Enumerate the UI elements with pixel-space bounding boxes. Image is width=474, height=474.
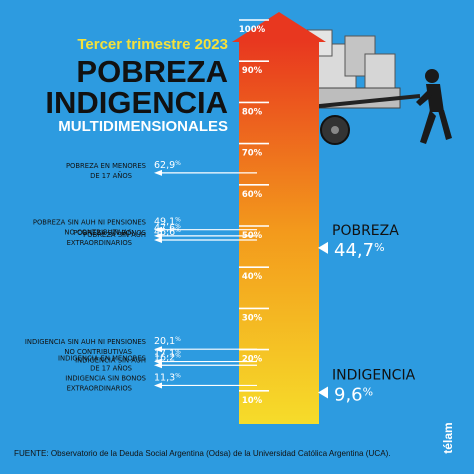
item-description-line2: EXTRAORDINARIOS xyxy=(67,239,132,247)
item-description: INDIGENCIA SIN BONOS xyxy=(65,374,146,382)
tick-label: 80% xyxy=(242,107,263,117)
tick-label: 30% xyxy=(242,313,263,323)
value-label: 47,6% xyxy=(154,223,181,234)
pobreza-item: 49,1% POBREZA SIN AUH NI PENSIONES NO CONT… xyxy=(33,217,257,237)
tick-label: 60% xyxy=(242,190,263,200)
thermometer-scale: 10%20%30%40%50%60%70%80%90%100% xyxy=(239,19,269,406)
tick-label: 90% xyxy=(242,66,263,76)
tick-label: 100% xyxy=(239,25,266,35)
headline-name: INDIGENCIA xyxy=(332,367,416,383)
indigencia-item: 11,3% INDIGENCIA SIN BONOS EXTRAORDINARIOS xyxy=(65,372,257,392)
period-label: Tercer trimestre 2023 xyxy=(77,36,228,53)
value-label: 11,3% xyxy=(154,372,181,383)
headline-pointer-icon xyxy=(318,241,328,254)
title-indigencia: INDIGENCIA xyxy=(45,85,228,120)
indigencia-breakdown: 20,1% INDIGENCIA SIN AUH NI PENSIONES NO C… xyxy=(25,336,257,392)
tick-label: 10% xyxy=(242,396,263,406)
item-description-line2: EXTRAORDINARIOS xyxy=(67,384,132,392)
title-multidimensionales: MULTIDIMENSIONALES xyxy=(58,118,228,135)
item-description: POBREZA SIN AUH xyxy=(83,231,146,239)
pobreza-item: 46,6% POBREZA SIN BONOS EXTRAORDINARIOS xyxy=(67,227,257,247)
pointer-arrow-icon xyxy=(154,226,162,233)
pointer-arrow-icon xyxy=(154,169,162,176)
walking-person-icon xyxy=(416,69,452,144)
indigencia-item: 20,1% INDIGENCIA SIN AUH NI PENSIONES NO C… xyxy=(25,336,257,356)
telam-logo: télam xyxy=(441,422,455,453)
item-description-line2: DE 17 AÑOS xyxy=(90,363,132,372)
pointer-arrow-icon xyxy=(154,237,162,244)
headline-name: POBREZA xyxy=(332,223,399,239)
headline-value: 44,7% xyxy=(334,240,385,261)
cart-wheel-hub xyxy=(331,126,339,134)
title-pobreza: POBREZA xyxy=(76,54,228,89)
tick-label: 70% xyxy=(242,149,263,159)
item-description: INDIGENCIA SIN AUH NI PENSIONES xyxy=(25,338,146,346)
value-label: 62,9% xyxy=(154,160,181,171)
item-description-line2: DE 17 AÑOS xyxy=(90,171,132,180)
item-description: INDIGENCIA EN MENORES xyxy=(58,354,146,362)
pointer-arrow-icon xyxy=(154,362,162,369)
pobreza-item: 47,6% POBREZA SIN AUH xyxy=(83,223,257,239)
svg-text:télam: télam xyxy=(441,422,455,453)
pointer-arrow-icon xyxy=(154,382,162,389)
value-label: 46,6% xyxy=(154,227,181,238)
item-description: INDIGENCIA SIN AUH xyxy=(75,357,146,365)
headline-pointer-icon xyxy=(318,386,328,399)
value-label: 20,1% xyxy=(154,336,181,347)
source-note: FUENTE: Observatorio de la Deuda Social … xyxy=(14,449,391,458)
item-description: POBREZA SIN AUH NI PENSIONES xyxy=(33,219,146,227)
value-label: 49,1% xyxy=(154,217,181,228)
pointer-arrow-icon xyxy=(154,232,162,239)
thermometer-bar xyxy=(239,40,319,424)
value-label: 16,2% xyxy=(154,352,181,363)
headline-value: 9,6% xyxy=(334,384,373,405)
item-description: POBREZA SIN BONOS xyxy=(73,229,146,237)
tick-label: 20% xyxy=(242,355,263,365)
value-label: 17,1% xyxy=(154,349,181,360)
item-description-line2: NO CONTRIBUTIVAS xyxy=(64,348,132,356)
thermometer-arrow-head xyxy=(232,12,326,42)
tick-label: 40% xyxy=(242,272,263,282)
cart-bar xyxy=(299,94,421,110)
item-description-line2: NO CONTRIBUTIVAS xyxy=(64,229,132,237)
item-description: POBREZA EN MENORES xyxy=(66,162,146,170)
pointer-arrow-icon xyxy=(154,346,162,353)
